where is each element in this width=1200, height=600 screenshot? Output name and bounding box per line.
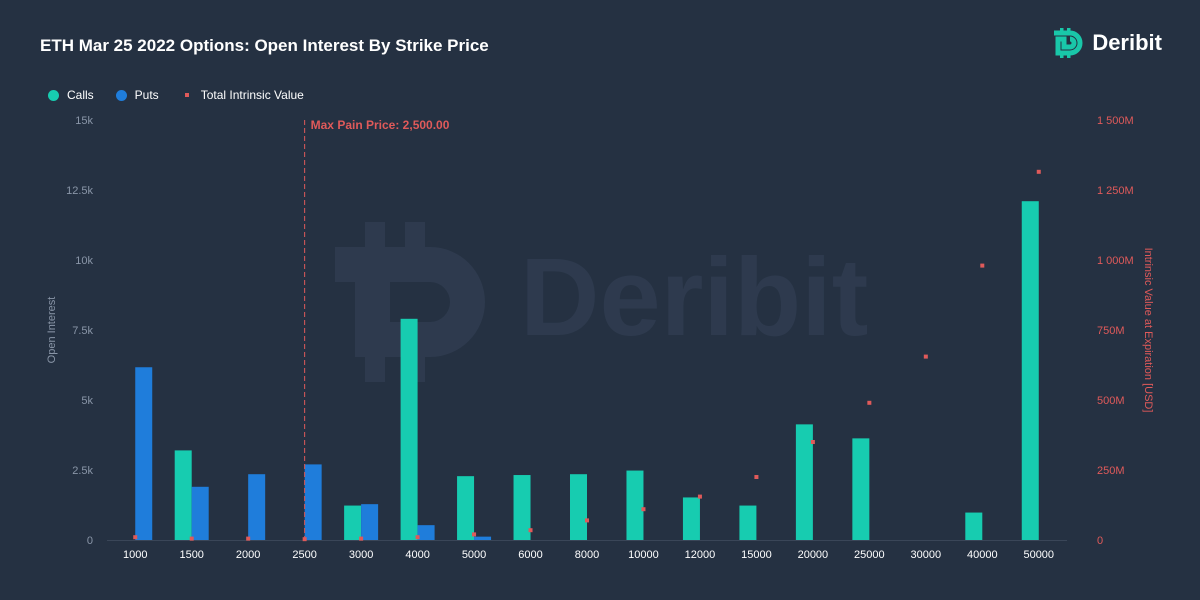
bar-puts (191, 486, 209, 540)
y-axis-title-left: Open Interest (46, 297, 58, 364)
y-tick-label-left: 5k (81, 395, 93, 407)
legend-intrinsic-label: Total Intrinsic Value (200, 88, 304, 102)
bar-calls (400, 318, 418, 540)
y-tick-label-right: 250M (1097, 465, 1125, 477)
y-axis-title-right: Intrinsic Value at Expiration [USD] (1142, 248, 1154, 413)
point-intrinsic-value (754, 475, 759, 479)
bar-puts (304, 464, 322, 540)
y-tick-label-right: 1 000M (1097, 255, 1134, 267)
legend-calls-label: Calls (67, 88, 94, 102)
point-intrinsic-value (697, 494, 702, 499)
bar-calls (1021, 201, 1039, 540)
point-intrinsic-value (472, 532, 477, 537)
legend-item-intrinsic[interactable]: Total Intrinsic Value (181, 88, 304, 102)
y-tick-label-right: 500M (1097, 395, 1125, 407)
bar-calls (852, 438, 870, 540)
legend-calls-swatch (48, 89, 59, 101)
point-intrinsic-value (1036, 169, 1041, 174)
y-tick-label-right: 1 250M (1097, 185, 1134, 197)
bar-calls (965, 512, 983, 540)
bar-calls (682, 497, 700, 540)
legend-item-calls[interactable]: Calls (48, 88, 94, 102)
x-tick-label: 12000 (685, 549, 716, 561)
point-intrinsic-value (133, 535, 138, 540)
bar-puts (135, 367, 153, 540)
chart-title: ETH Mar 25 2022 Options: Open Interest B… (40, 36, 489, 55)
y-tick-label-left: 0 (87, 535, 93, 547)
legend-puts-label: Puts (134, 88, 159, 102)
brand-logo: Deribit (1052, 28, 1162, 58)
y-tick-label-right: 0 (1097, 535, 1103, 547)
x-tick-label: 25000 (854, 549, 885, 561)
bar-calls (457, 476, 475, 540)
point-intrinsic-value (585, 518, 589, 523)
point-intrinsic-value (359, 536, 364, 541)
chart-bars (135, 201, 1039, 540)
x-tick-label: 8000 (575, 549, 599, 561)
bar-calls (570, 474, 587, 540)
y-tick-label-left: 7.5k (72, 325, 93, 337)
x-tick-label: 2500 (292, 549, 316, 561)
chart-annotation: Max Pain Price: 2,500.00 (304, 118, 450, 540)
bar-calls (739, 505, 757, 540)
deribit-logo-icon (1054, 28, 1083, 58)
bar-puts (417, 525, 435, 540)
y-tick-label-right: 750M (1097, 325, 1125, 337)
legend-puts-swatch (115, 89, 127, 101)
chart-axes: 0 2.5k 5k 7.5k 10k 12.5k 15k 0 250M 500M 750M 1 000… (46, 115, 1154, 561)
y-tick-label-left: 15k (75, 115, 93, 127)
watermark-text: Deribit (520, 236, 868, 359)
point-intrinsic-value (528, 528, 533, 533)
point-intrinsic-value (980, 263, 985, 268)
y-tick-label-left: 10k (75, 255, 93, 267)
point-intrinsic-value (641, 507, 646, 512)
x-tick-label: 50000 (1023, 549, 1054, 561)
point-intrinsic-value (867, 400, 872, 405)
bar-calls (626, 470, 644, 540)
brand-name: Deribit (1092, 30, 1162, 55)
x-tick-label: 15000 (741, 549, 772, 561)
x-tick-label: 3000 (349, 549, 373, 561)
x-tick-label: 4000 (405, 549, 429, 561)
x-tick-label: 30000 (911, 549, 942, 561)
point-intrinsic-value (810, 440, 815, 444)
y-tick-label-left: 12.5k (66, 185, 93, 197)
x-tick-label: 5000 (462, 549, 486, 561)
legend-intrinsic-swatch (184, 93, 189, 97)
legend-item-puts[interactable]: Puts (115, 88, 159, 102)
point-intrinsic-value (189, 536, 194, 541)
chart-points (133, 169, 1041, 542)
x-tick-label: 10000 (628, 549, 659, 561)
y-tick-label-right: 1 500M (1097, 115, 1134, 127)
bar-calls (795, 424, 813, 540)
chart-legend: Calls Puts Total Intrinsic Value (48, 88, 304, 102)
max-pain-label: Max Pain Price: 2,500.00 (311, 118, 450, 132)
watermark: Deribit (335, 222, 868, 382)
x-tick-label: 40000 (967, 549, 998, 561)
x-tick-label: 1000 (123, 549, 147, 561)
bar-puts (474, 536, 492, 540)
bar-calls (344, 505, 362, 540)
x-tick-label: 6000 (518, 549, 542, 561)
point-intrinsic-value (415, 535, 420, 540)
bar-puts (248, 474, 266, 540)
x-tick-label: 1500 (179, 549, 203, 561)
point-intrinsic-value (923, 354, 928, 359)
bar-calls (174, 450, 192, 540)
x-tick-label: 20000 (798, 549, 829, 561)
x-tick-label: 2000 (236, 549, 260, 561)
bar-puts (361, 504, 379, 540)
bar-calls (513, 475, 531, 540)
point-intrinsic-value (246, 536, 251, 541)
y-tick-label-left: 2.5k (72, 465, 93, 477)
